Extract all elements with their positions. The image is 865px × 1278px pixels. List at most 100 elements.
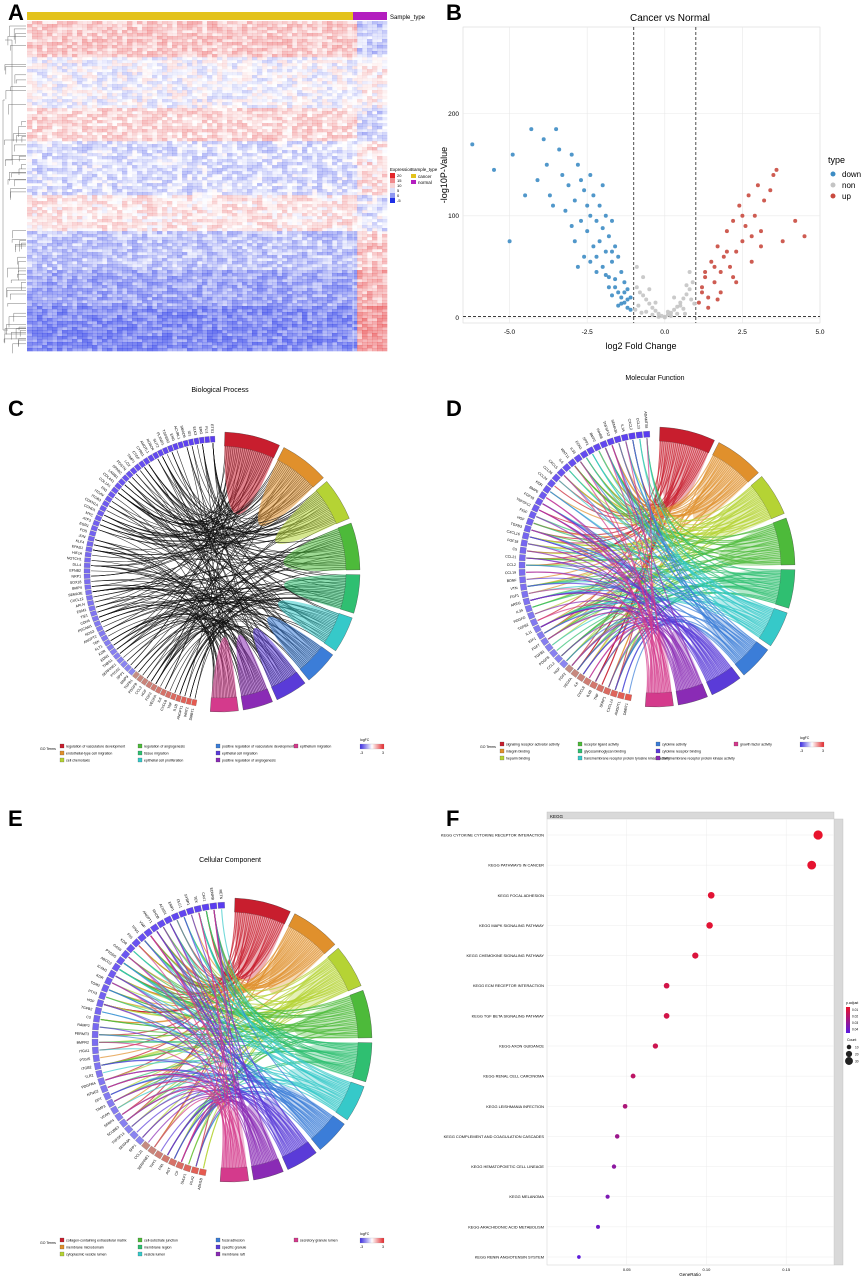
heatmap-cell xyxy=(367,186,373,190)
heatmap-cell xyxy=(167,48,173,52)
heatmap-cell xyxy=(357,105,363,109)
heatmap-cell xyxy=(262,201,267,204)
heatmap-cell xyxy=(382,159,388,163)
heatmap-cell xyxy=(332,24,338,28)
heatmap-cell xyxy=(62,120,68,124)
heatmap-cell xyxy=(317,33,323,37)
heatmap-cell xyxy=(102,213,108,217)
heatmap-cell xyxy=(97,225,103,229)
heatmap-cell xyxy=(337,171,343,175)
heatmap-cell xyxy=(322,105,328,109)
heatmap-cell xyxy=(262,84,268,88)
heatmap-cell xyxy=(237,135,243,139)
heatmap-cell xyxy=(357,210,363,214)
heatmap-cell xyxy=(77,57,83,61)
heatmap-cell xyxy=(377,54,383,58)
heatmap-cell xyxy=(252,159,258,163)
heatmap-cell xyxy=(152,21,158,25)
heatmap-cell xyxy=(142,69,148,73)
heatmap-cell xyxy=(32,174,38,178)
heatmap-cell xyxy=(92,126,98,130)
heatmap-cell xyxy=(162,21,168,25)
heatmap-cell xyxy=(282,63,288,67)
heatmap-cell xyxy=(377,129,382,132)
heatmap-cell xyxy=(187,207,192,210)
heatmap-cell xyxy=(172,168,178,172)
heatmap-cell xyxy=(302,54,308,58)
heatmap-cell xyxy=(67,225,73,229)
heatmap-cell xyxy=(327,207,333,211)
heatmap-cell xyxy=(162,156,168,160)
heatmap-cell xyxy=(307,186,313,190)
heatmap-cell xyxy=(77,186,82,189)
heatmap-cell xyxy=(27,33,33,37)
heatmap-cell xyxy=(192,165,198,169)
heatmap-cell xyxy=(252,57,258,61)
heatmap-cell xyxy=(147,150,152,153)
heatmap-cell xyxy=(352,207,358,211)
heatmap-cell xyxy=(177,204,183,208)
heatmap-cell xyxy=(237,180,243,184)
heatmap-cell xyxy=(172,123,177,126)
heatmap-cell xyxy=(212,60,218,64)
heatmap-cell xyxy=(237,39,243,43)
heatmap-cell xyxy=(147,126,153,130)
heatmap-cell xyxy=(122,225,128,229)
heatmap-cell xyxy=(292,168,298,172)
heatmap-cell xyxy=(207,87,213,91)
heatmap-cell xyxy=(182,30,188,34)
heatmap-cell xyxy=(77,30,83,34)
heatmap-cell xyxy=(52,39,58,43)
heatmap-cell xyxy=(182,24,188,28)
heatmap-cell xyxy=(62,198,68,202)
heatmap-cell xyxy=(57,87,63,91)
heatmap-cell xyxy=(52,90,58,94)
heatmap-cell xyxy=(152,147,158,151)
heatmap-cell xyxy=(382,123,388,127)
heatmap-cell xyxy=(82,57,87,60)
heatmap-cell xyxy=(207,93,212,96)
heatmap-cell xyxy=(332,21,338,25)
heatmap-cell xyxy=(277,213,283,217)
heatmap-cell xyxy=(182,156,188,160)
heatmap-cell xyxy=(362,81,368,85)
heatmap-cell xyxy=(82,159,88,163)
heatmap-cell xyxy=(362,111,368,115)
heatmap-cell xyxy=(167,84,173,88)
heatmap-cell xyxy=(187,222,193,226)
heatmap-cell xyxy=(227,57,233,61)
heatmap-cell xyxy=(317,93,323,97)
heatmap-cell xyxy=(57,21,63,25)
heatmap-cell xyxy=(327,48,333,52)
heatmap-cell xyxy=(107,180,112,183)
heatmap-cell xyxy=(37,189,42,192)
heatmap-cell xyxy=(352,171,358,175)
heatmap-cell xyxy=(317,186,323,190)
heatmap-cell xyxy=(342,84,348,88)
heatmap-cell xyxy=(237,198,243,202)
heatmap-cell xyxy=(67,153,73,157)
heatmap-cell xyxy=(92,102,97,105)
heatmap-cell xyxy=(242,219,248,223)
heatmap-cell xyxy=(172,156,177,159)
heatmap-cell xyxy=(177,120,183,124)
heatmap-cell xyxy=(92,111,98,115)
heatmap-cell xyxy=(257,192,263,196)
heatmap-cell xyxy=(277,75,283,79)
heatmap-cell xyxy=(102,219,108,223)
heatmap-cell xyxy=(177,144,183,148)
heatmap-cell xyxy=(232,210,238,214)
heatmap-cell xyxy=(157,195,162,198)
heatmap-cell xyxy=(357,33,363,37)
heatmap-cell xyxy=(367,99,373,103)
heatmap-cell xyxy=(257,180,262,183)
heatmap-cell xyxy=(102,222,107,225)
heatmap-cell xyxy=(372,27,378,31)
heatmap-cell xyxy=(347,48,353,52)
heatmap-cell xyxy=(132,222,138,226)
heatmap-cell xyxy=(87,144,93,148)
heatmap-cell xyxy=(72,222,78,226)
heatmap-cell xyxy=(137,87,142,90)
heatmap-cell xyxy=(357,177,363,181)
heatmap-cell xyxy=(107,54,113,58)
